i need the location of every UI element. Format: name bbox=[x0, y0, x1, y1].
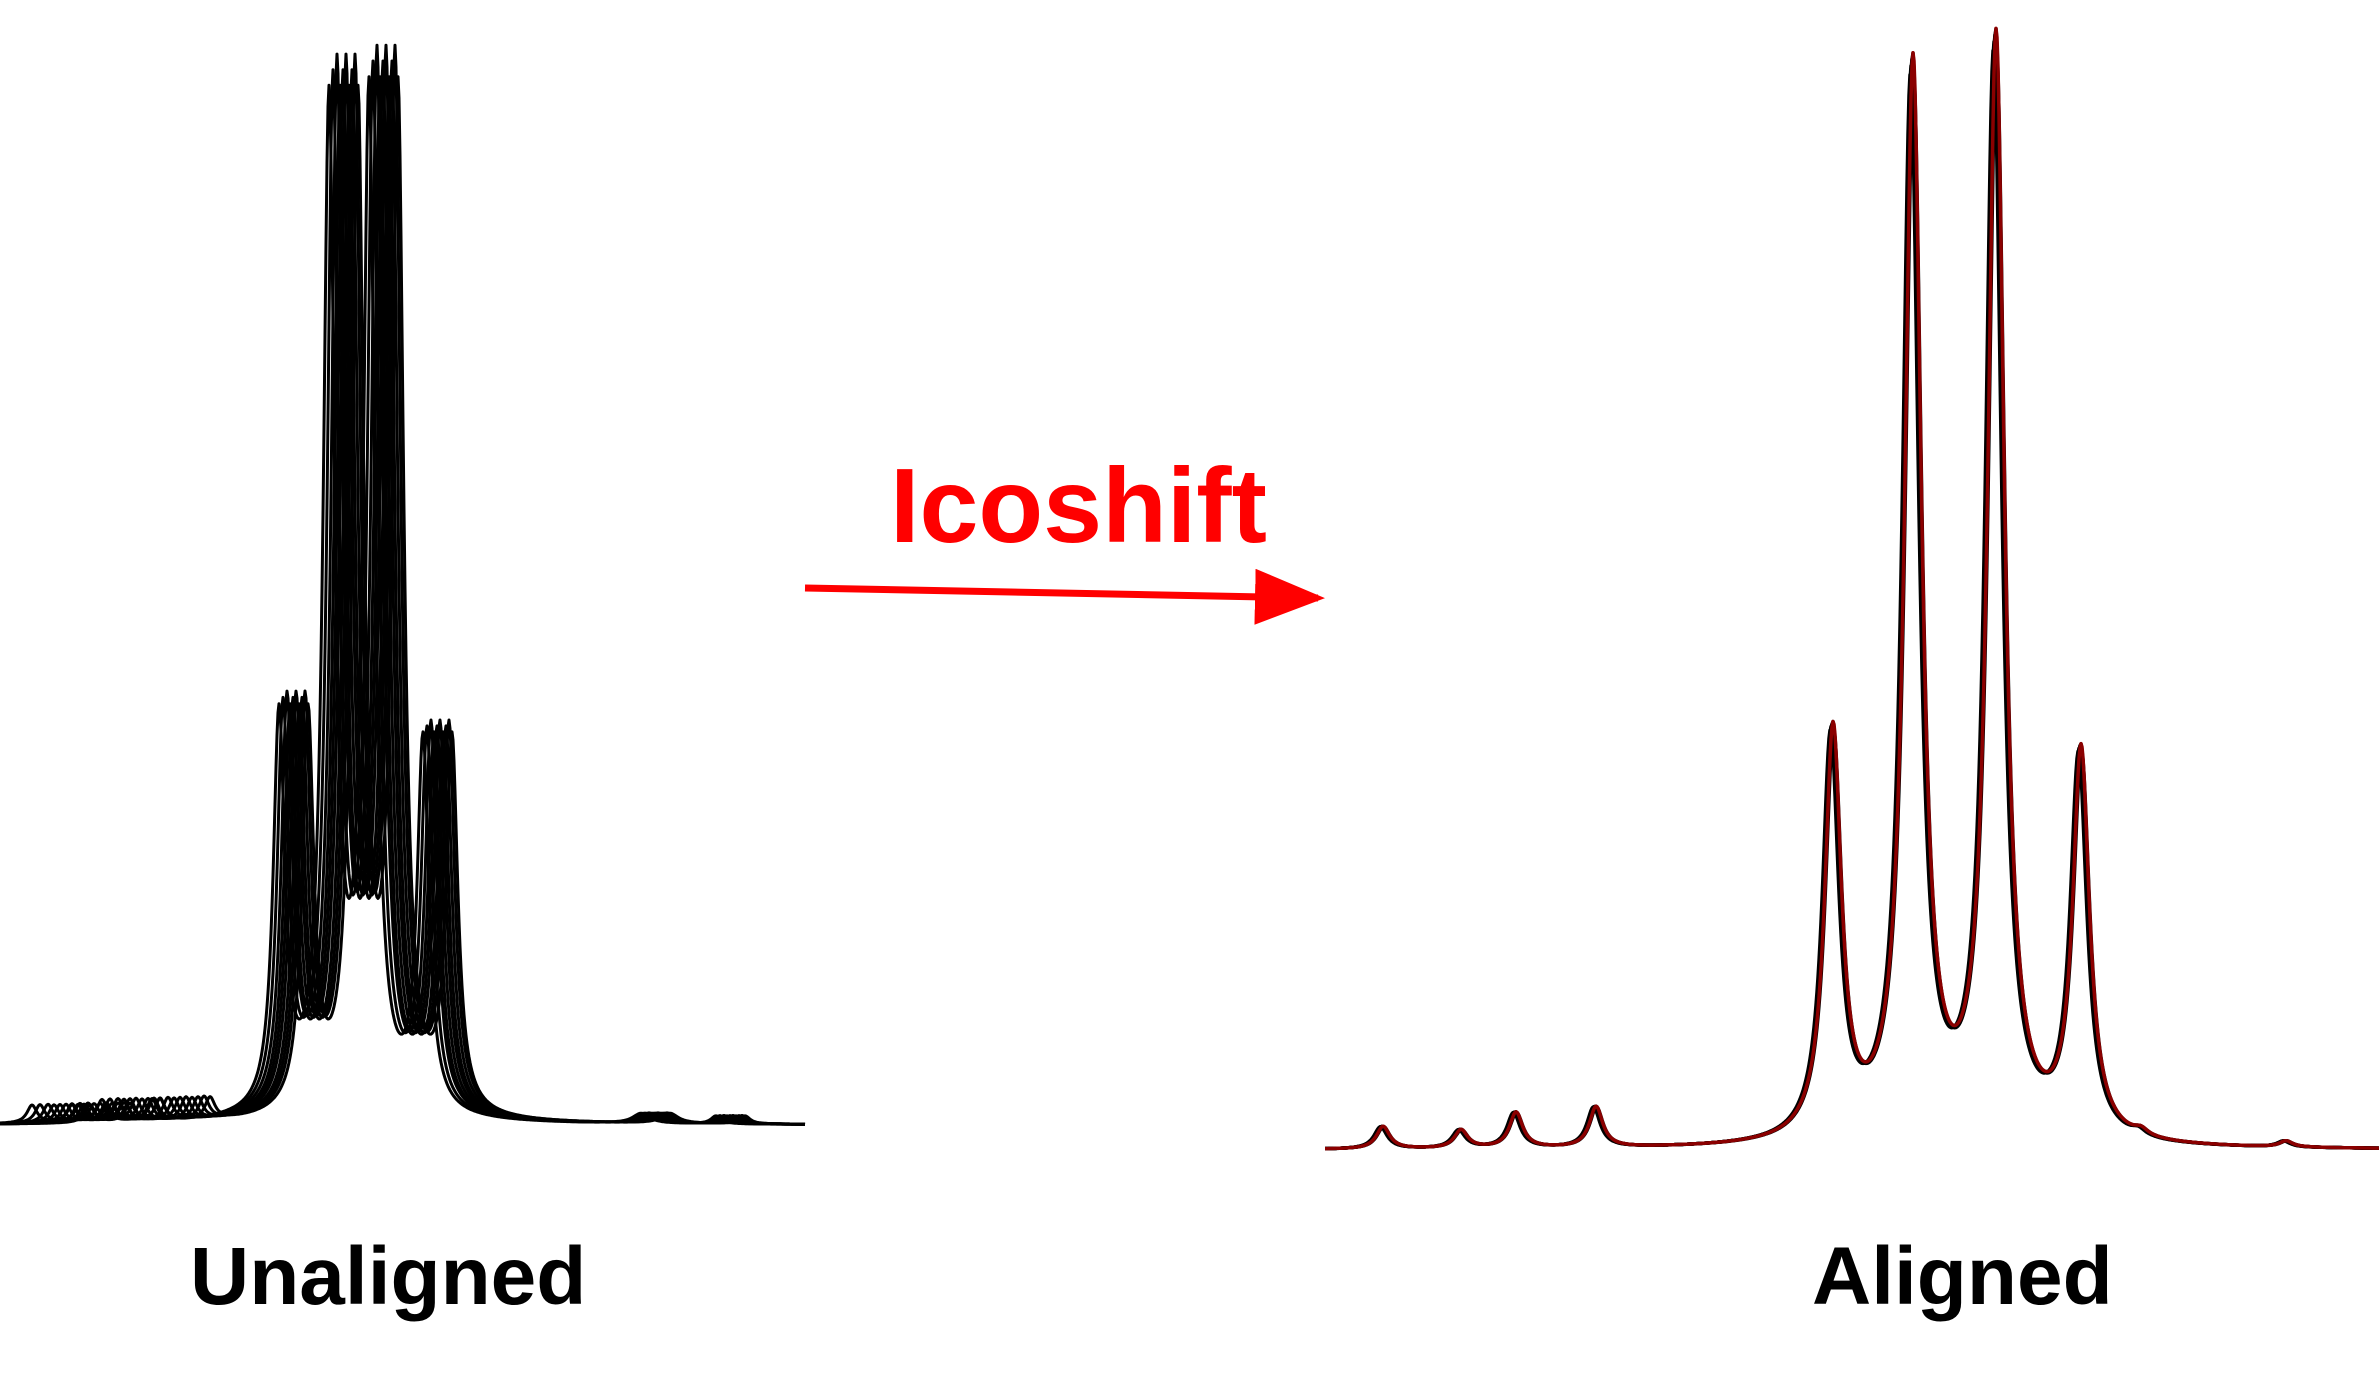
aligned-trace bbox=[1324, 27, 2379, 1151]
aligned-trace bbox=[1324, 48, 2379, 1151]
unaligned-label: Unaligned bbox=[190, 1231, 587, 1322]
aligned-trace bbox=[1324, 40, 2379, 1151]
aligned-trace bbox=[1324, 26, 2379, 1151]
aligned-spectra bbox=[1324, 26, 2379, 1151]
aligned-label: Aligned bbox=[1812, 1231, 2113, 1322]
method-label: Icoshift bbox=[890, 447, 1267, 565]
aligned-trace bbox=[1324, 41, 2379, 1151]
unaligned-trace bbox=[0, 75, 806, 1126]
alignment-arrow bbox=[804, 568, 1325, 625]
unaligned-trace bbox=[0, 75, 806, 1126]
aligned-trace bbox=[1324, 48, 2379, 1151]
aligned-trace bbox=[1324, 34, 2379, 1151]
unaligned-spectra bbox=[0, 43, 806, 1126]
aligned-trace bbox=[1324, 33, 2379, 1151]
